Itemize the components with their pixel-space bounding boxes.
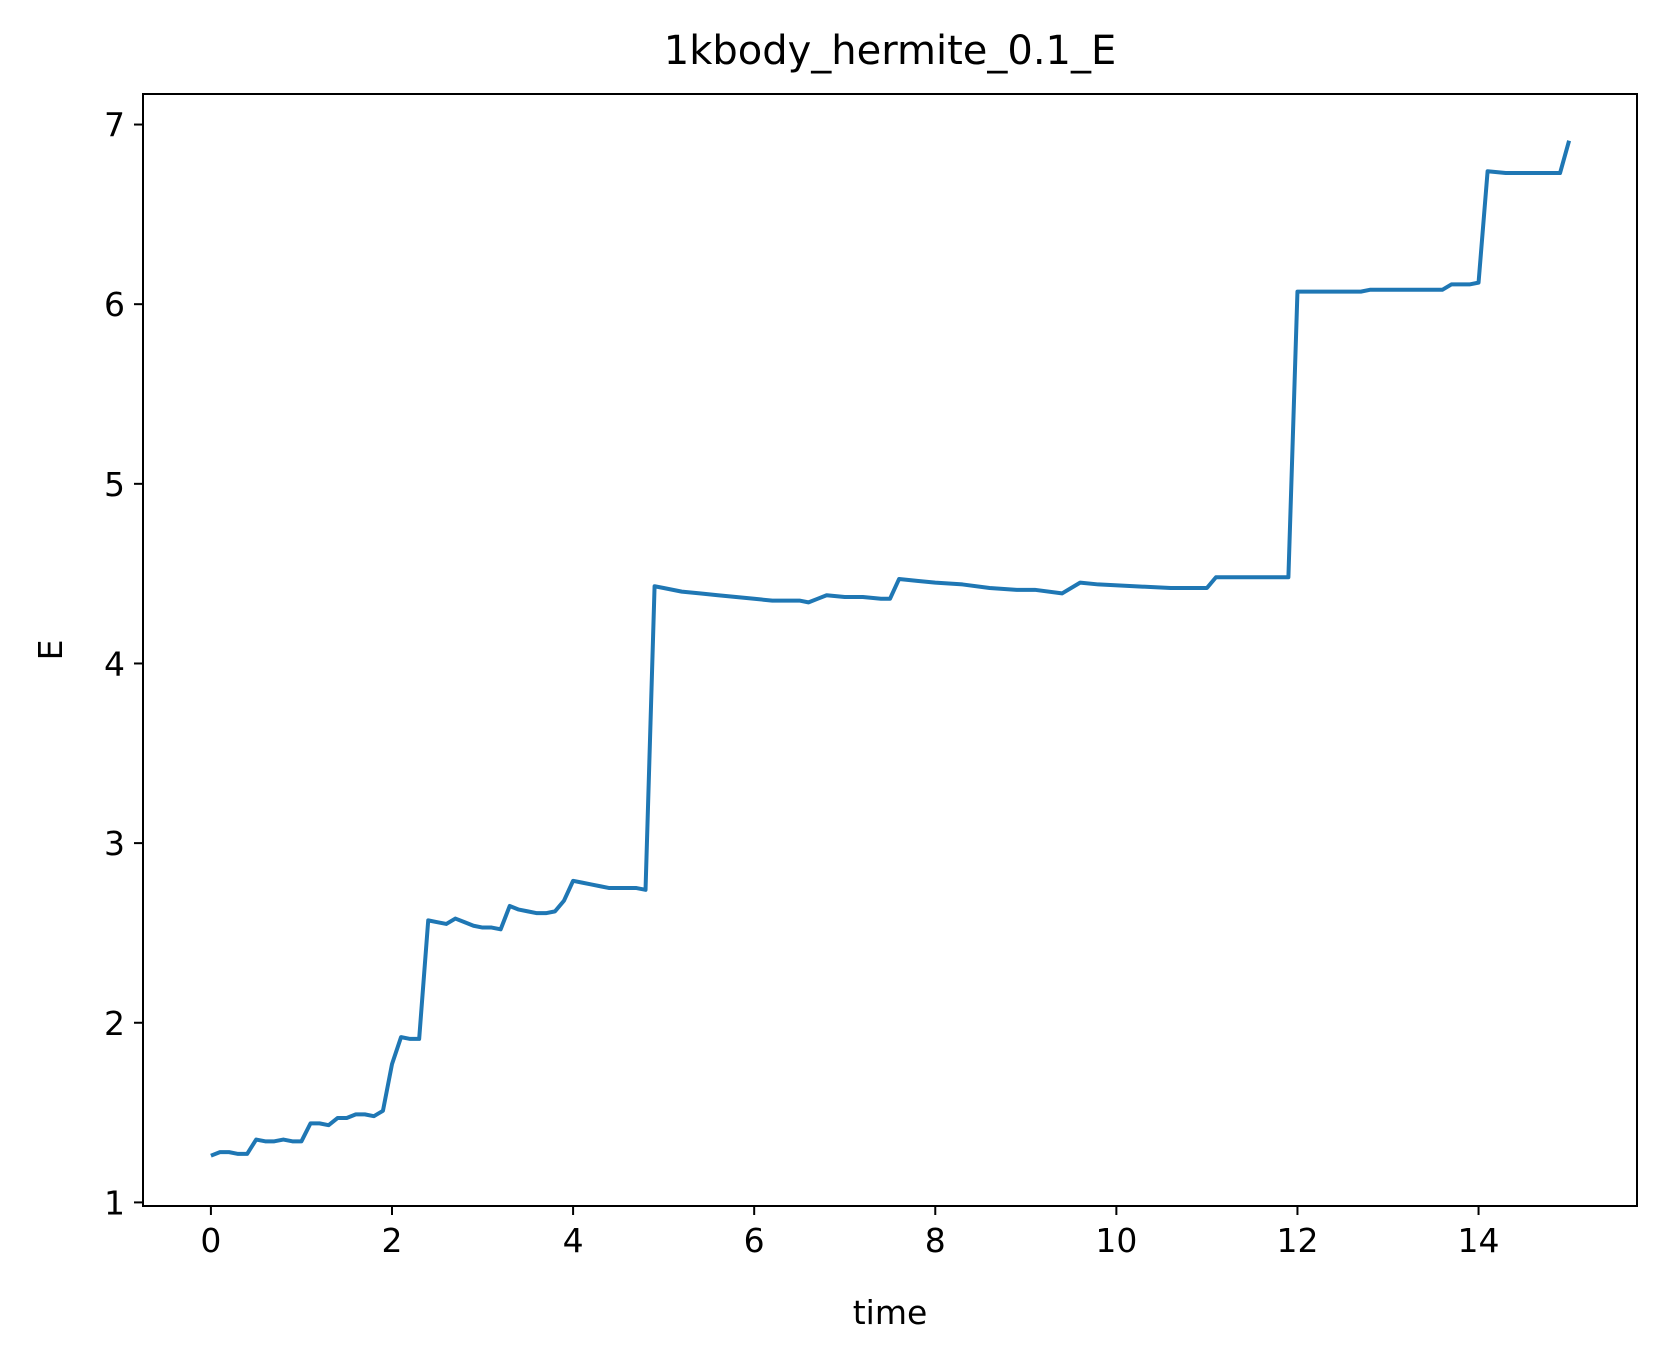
y-tick-label: 2 — [104, 1004, 125, 1043]
x-tick-label: 0 — [200, 1221, 221, 1260]
y-tick-label: 6 — [104, 285, 125, 324]
y-tick-label: 7 — [104, 106, 125, 145]
plot-frame — [142, 93, 1638, 1207]
x-tick-label: 8 — [925, 1221, 946, 1260]
y-axis-label: E — [31, 640, 70, 661]
chart-title: 1kbody_hermite_0.1_E — [664, 28, 1117, 74]
x-axis-label: time — [853, 1293, 928, 1332]
x-tick-label: 6 — [744, 1221, 765, 1260]
series-layer — [210, 140, 1572, 1158]
y-axis-ticks: 1 2 3 4 5 6 7 — [104, 106, 143, 1222]
x-axis-ticks: 0 2 4 6 8 10 12 14 — [200, 1206, 1500, 1260]
x-tick-label: 2 — [382, 1221, 403, 1260]
y-tick-label: 1 — [104, 1183, 125, 1222]
x-tick-label: 14 — [1458, 1221, 1500, 1260]
x-tick-label: 4 — [563, 1221, 584, 1260]
x-tick-label: 10 — [1095, 1221, 1137, 1260]
x-tick-label: 12 — [1276, 1221, 1318, 1260]
y-tick-label: 3 — [104, 824, 125, 863]
y-tick-label: 4 — [104, 644, 125, 683]
series-line-0 — [210, 140, 1572, 1158]
y-tick-label: 5 — [104, 465, 125, 504]
